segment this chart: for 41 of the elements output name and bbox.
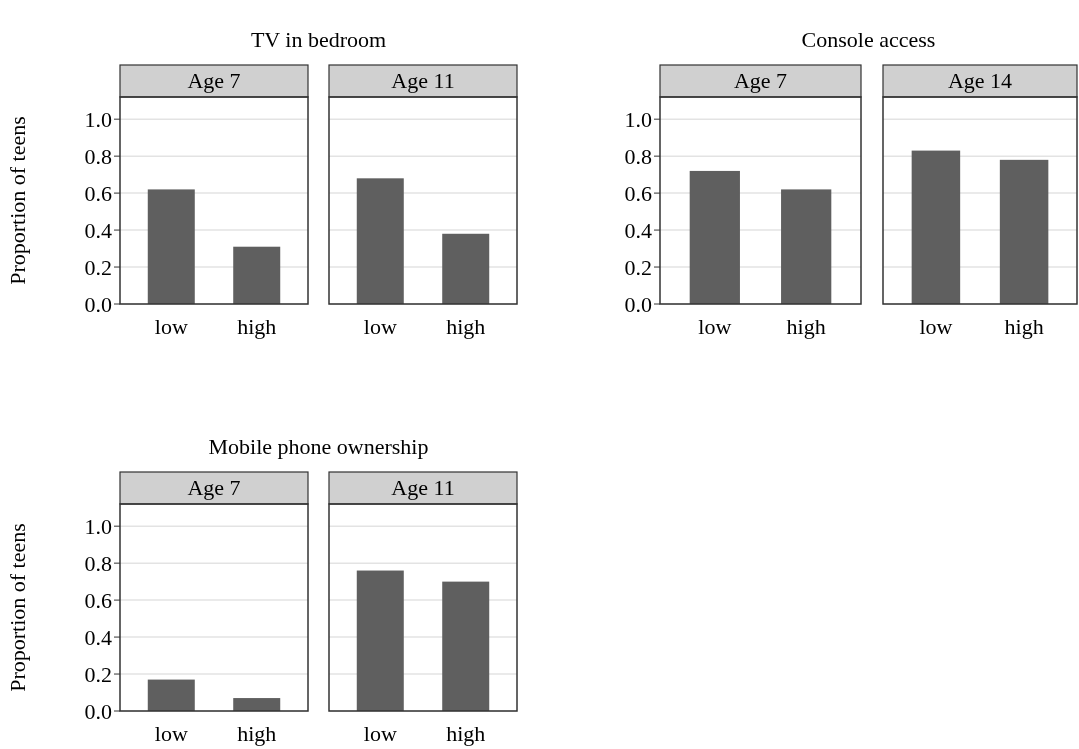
x-tick-label: low [698, 314, 732, 339]
y-tick-label: 1.0 [84, 513, 112, 539]
y-tick-label: 0.2 [624, 254, 652, 280]
chart-subtitle: Age 14 [947, 68, 1013, 93]
y-tick-label: 0.0 [624, 291, 652, 317]
chart-subtitle: Age 7 [733, 68, 788, 93]
chart-title: Mobile phone ownership [208, 434, 429, 459]
x-tick-label: high [446, 314, 486, 339]
y-tick-label: 0.2 [84, 661, 112, 687]
y-tick-label: 1.0 [624, 106, 652, 132]
x-tick-label: high [237, 721, 277, 746]
chart-title: Console access [801, 27, 936, 52]
y-tick-label: 0.2 [84, 254, 112, 280]
y-tick-label: 0.8 [84, 143, 112, 169]
x-tick-label: low [919, 314, 953, 339]
chart-subtitle: Age 11 [391, 475, 455, 500]
x-tick-label: low [154, 721, 188, 746]
x-tick-label: low [363, 721, 397, 746]
y-tick-label: 0.4 [84, 624, 112, 650]
x-tick-label: high [1004, 314, 1044, 339]
y-tick-label: 0.0 [84, 291, 112, 317]
y-tick-label: 0.6 [84, 180, 112, 206]
y-tick-label: 0.8 [624, 143, 652, 169]
y-tick-label: 0.4 [624, 217, 652, 243]
x-tick-label: high [786, 314, 826, 339]
x-tick-label: low [363, 314, 397, 339]
y-tick-label: 0.6 [84, 587, 112, 613]
chart-subtitle: Age 7 [187, 68, 241, 93]
y-tick-label: 0.6 [624, 180, 652, 206]
y-tick-label: 0.4 [84, 217, 112, 243]
y-tick-label: 1.0 [84, 106, 112, 132]
x-tick-label: low [154, 314, 188, 339]
x-tick-label: high [237, 314, 277, 339]
chart-subtitle: Age 11 [391, 68, 455, 93]
y-tick-label: 0.0 [84, 698, 112, 724]
y-axis-title: Proportion of teens [5, 116, 30, 285]
y-axis-title: Proportion of teens [5, 523, 30, 692]
x-tick-label: high [446, 721, 486, 746]
y-tick-label: 0.8 [84, 550, 112, 576]
chart-title: TV in bedroom [250, 27, 387, 52]
chart-subtitle: Age 7 [187, 475, 241, 500]
